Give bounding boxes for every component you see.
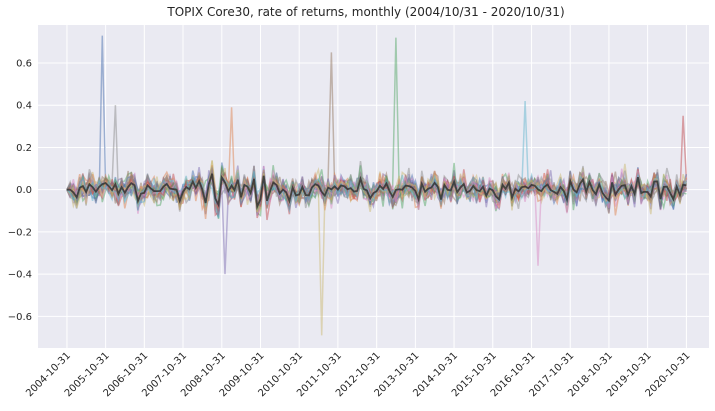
series-line: [66, 160, 688, 336]
x-axis-ticks: 2004-10-312005-10-312006-10-312007-10-31…: [24, 350, 692, 399]
y-tick-label: 0.4: [16, 101, 32, 112]
y-tick-label: 0.0: [16, 185, 32, 196]
chart-title: TOPIX Core30, rate of returns, monthly (…: [166, 5, 564, 19]
y-tick-label: 0.2: [16, 143, 32, 154]
y-tick-label: −0.4: [8, 270, 32, 281]
mean-series-line: [66, 173, 687, 211]
y-tick-label: 0.6: [16, 59, 32, 70]
mean-line: [66, 173, 687, 211]
y-axis-ticks: −0.6 −0.4 −0.2 0.0 0.2 0.4 0.6: [8, 59, 32, 323]
y-tick-label: −0.6: [8, 312, 32, 323]
y-tick-label: −0.2: [8, 227, 32, 238]
